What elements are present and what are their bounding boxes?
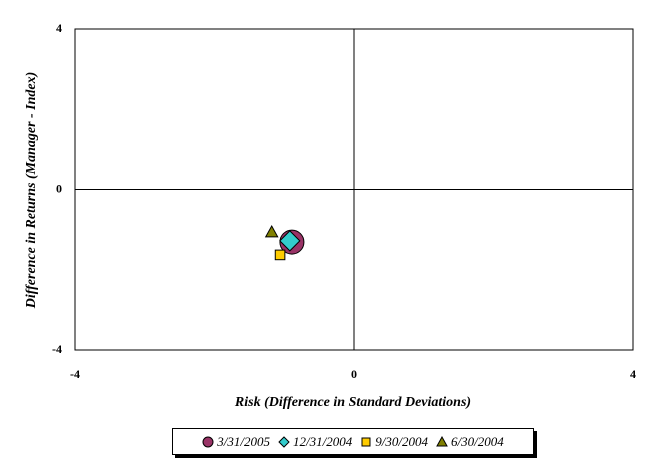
legend-label: 12/31/2004 <box>293 433 353 449</box>
legend-icon <box>436 435 448 446</box>
y-tick-label: 0 <box>56 181 62 195</box>
marker <box>436 435 448 446</box>
y-tick-label: 4 <box>56 21 62 35</box>
legend-label: 6/30/2004 <box>450 433 504 449</box>
legend-item: 3/31/2005 <box>202 434 270 450</box>
marker <box>361 437 371 446</box>
legend-icon <box>278 435 290 448</box>
x-axis-label: Risk (Difference in Standard Deviations) <box>234 395 471 410</box>
marker <box>264 225 279 238</box>
x-tick-label: -4 <box>70 367 80 381</box>
legend: 3/31/2005 12/31/2004 9/30/2004 6/30/2004 <box>172 428 534 455</box>
legend-icon <box>202 436 214 447</box>
marker <box>279 230 301 252</box>
legend-label: 9/30/2004 <box>375 433 428 449</box>
marker <box>274 249 286 261</box>
x-tick-label: 4 <box>630 367 636 381</box>
legend-item: 9/30/2004 <box>360 434 428 450</box>
legend-item: 12/31/2004 <box>278 434 352 450</box>
legend-icon <box>361 437 371 446</box>
legend-label: 3/31/2005 <box>217 433 271 449</box>
legend-item: 6/30/2004 <box>436 434 504 450</box>
y-tick-label: -4 <box>52 342 62 356</box>
marker <box>202 436 214 447</box>
y-axis-label: Difference in Returns (Manager - Index) <box>24 72 39 310</box>
marker <box>278 435 290 448</box>
x-tick-label: 0 <box>351 367 357 381</box>
